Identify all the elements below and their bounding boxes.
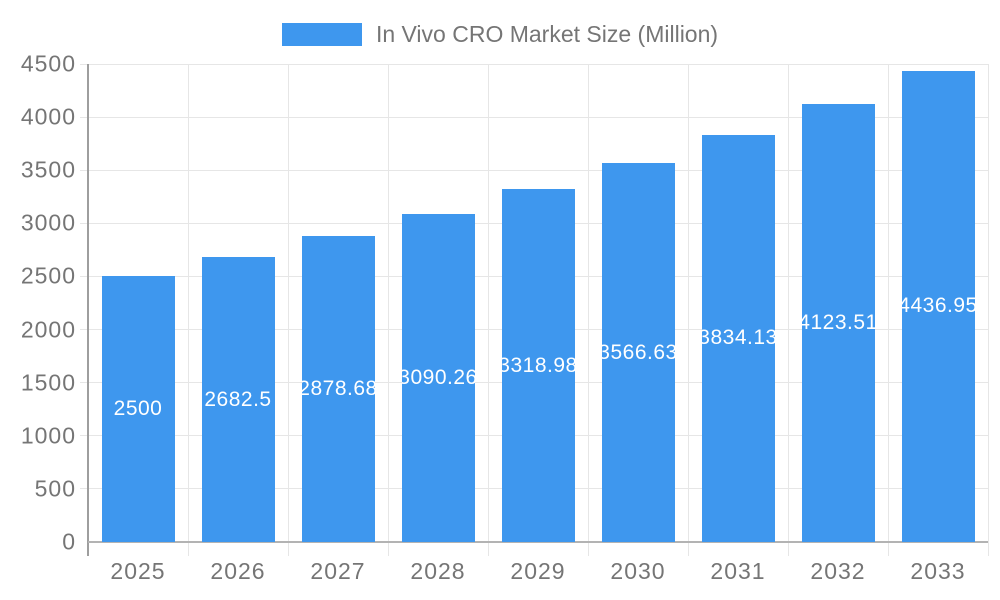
- x-axis-tick-label: 2033: [910, 558, 966, 584]
- x-gridline: [887, 64, 889, 556]
- bar-value-label: 4123.51: [801, 310, 875, 334]
- y-axis-tick-label: 4000: [20, 103, 76, 130]
- x-axis-tick-label: 2030: [610, 558, 666, 584]
- bar-value-label: 3566.63: [601, 340, 675, 364]
- x-axis-line: [88, 541, 988, 543]
- bar-2027[interactable]: 2878.68: [301, 236, 375, 542]
- y-gridline: [80, 169, 988, 171]
- x-gridline: [787, 64, 789, 556]
- bar-value-label: 3834.13: [701, 326, 775, 350]
- bar-value-label: 2500: [113, 397, 163, 421]
- bar-2029[interactable]: 3318.98: [501, 189, 575, 542]
- y-axis-tick-label: 3000: [20, 209, 76, 236]
- legend[interactable]: In Vivo CRO Market Size (Million): [0, 20, 1000, 48]
- x-axis-tick-label: 2026: [210, 558, 266, 584]
- bar-value-label: 2878.68: [301, 377, 375, 401]
- y-axis-tick-label: 1000: [20, 422, 76, 449]
- x-gridline: [987, 64, 989, 556]
- y-axis-line: [87, 64, 89, 556]
- bar-2026[interactable]: 2682.5: [201, 257, 275, 542]
- x-gridline: [287, 64, 289, 556]
- y-axis-tick-label: 4500: [20, 50, 76, 77]
- bar-value-label: 2682.5: [204, 387, 272, 411]
- x-axis-tick-label: 2025: [110, 558, 166, 584]
- bar-value-label: 3318.98: [501, 353, 575, 377]
- legend-label: In Vivo CRO Market Size (Million): [375, 20, 719, 47]
- bar-value-label: 3090.26: [401, 365, 475, 389]
- bar-2033[interactable]: 4436.95: [901, 70, 975, 542]
- x-axis-tick-label: 2029: [510, 558, 566, 584]
- bar-2025[interactable]: 2500: [101, 276, 175, 542]
- y-axis-tick-label: 3500: [20, 156, 76, 183]
- legend-swatch-icon: [281, 22, 362, 46]
- bar-2030[interactable]: 3566.63: [601, 163, 675, 542]
- x-axis-tick-label: 2028: [410, 558, 466, 584]
- x-gridline: [487, 64, 489, 556]
- x-axis-tick-label: 2027: [310, 558, 366, 584]
- x-gridline: [187, 64, 189, 556]
- bar-2032[interactable]: 4123.51: [801, 103, 875, 542]
- x-gridline: [387, 64, 389, 556]
- y-axis-tick-label: 2000: [20, 316, 76, 343]
- y-axis-tick-label: 2500: [20, 262, 76, 289]
- bar-2031[interactable]: 3834.13: [701, 134, 775, 542]
- x-gridline: [687, 64, 689, 556]
- y-gridline: [80, 116, 988, 118]
- bar-2028[interactable]: 3090.26: [401, 213, 475, 542]
- x-axis-tick-label: 2032: [810, 558, 866, 584]
- y-axis-tick-label: 1500: [20, 369, 76, 396]
- x-axis-tick-label: 2031: [710, 558, 766, 584]
- bar-value-label: 4436.95: [901, 294, 975, 318]
- y-axis-tick-label: 500: [34, 475, 76, 502]
- x-gridline: [587, 64, 589, 556]
- y-axis-tick-label: 0: [62, 528, 76, 555]
- y-gridline: [80, 63, 988, 65]
